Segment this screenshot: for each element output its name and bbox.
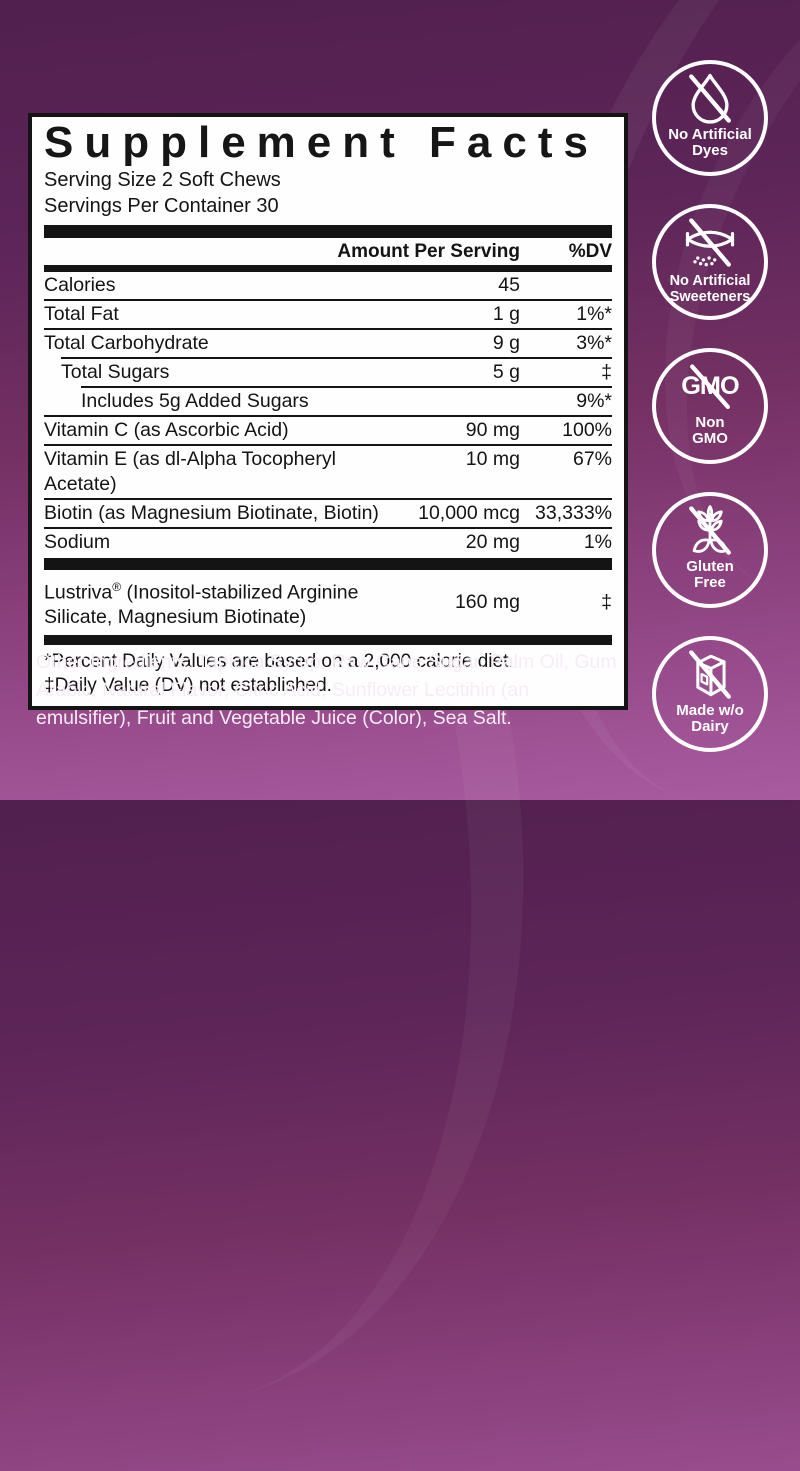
- table-row: Sodium 20 mg 1%: [44, 527, 612, 556]
- nutrient-name: Lustriva® (Inositol-stabilized Arginine …: [44, 580, 359, 628]
- nutrient-dv: ‡: [601, 361, 612, 383]
- gmo-crossed-icon: GMO: [681, 364, 740, 410]
- nutrient-dv: 67%: [572, 448, 612, 470]
- divider-bar: [44, 634, 612, 645]
- divider-bar: [44, 225, 612, 238]
- table-row: Total Carbohydrate 9 g 3%*: [44, 328, 612, 357]
- servings-per-container: Servings Per Container 30: [44, 195, 279, 217]
- nutrient-amount: 10,000 mcg: [418, 502, 520, 524]
- table-row: Vitamin C (as Ascorbic Acid) 90 mg 100%: [44, 415, 612, 444]
- nutrient-name: Total Sugars: [61, 361, 170, 383]
- other-ingredients: Other Ingredients: Tapioca Syrup, Raw Ca…: [36, 651, 617, 729]
- nutrient-dv: 33,333%: [535, 502, 612, 524]
- panel-title: Supplement Facts: [44, 118, 599, 167]
- badge-label: Gluten Free: [686, 558, 734, 591]
- nutrient-amount: 45: [498, 274, 520, 296]
- sweetener-crossed-icon: [685, 218, 735, 267]
- table-header: Amount Per Serving %DV: [44, 238, 612, 265]
- table-row-lustriva: Lustriva® (Inositol-stabilized Arginine …: [44, 570, 612, 633]
- supplement-facts-panel: Supplement Facts Serving Size 2 Soft Che…: [28, 113, 628, 710]
- nutrient-dv: ‡: [601, 590, 612, 613]
- badge-label: Made w/o Dairy: [676, 702, 744, 735]
- nutrient-amount: 10 mg: [465, 448, 520, 470]
- table-row: Calories 45: [44, 272, 612, 299]
- nutrient-amount: 90 mg: [465, 419, 520, 441]
- nutrient-name: Includes 5g Added Sugars: [81, 390, 309, 412]
- badge-non-gmo: GMO Non GMO: [652, 348, 768, 464]
- badge-no-artificial-sweeteners: No Artificial Sweeteners: [652, 204, 768, 320]
- nutrient-amount: 1 g: [492, 303, 520, 325]
- wheat-crossed-icon: [689, 505, 731, 555]
- nutrient-name: Biotin (as Magnesium Biotinate, Biotin): [44, 502, 379, 524]
- nutrient-dv: 9%*: [576, 390, 612, 412]
- table-row: Vitamin E (as dl-Alpha Tocopheryl Acetat…: [44, 444, 612, 498]
- table-row: Total Sugars 5 g ‡: [61, 357, 612, 386]
- nutrient-dv: 100%: [562, 419, 612, 441]
- badge-no-artificial-dyes: No Artificial Dyes: [652, 60, 768, 176]
- nutrient-dv: 1%*: [576, 303, 612, 325]
- footnote-daily-values: *Percent Daily Values are based on a 2,0…: [44, 650, 514, 672]
- nutrient-name: Vitamin C (as Ascorbic Acid): [44, 419, 289, 441]
- table-row: Total Fat 1 g 1%*: [44, 299, 612, 328]
- footnote-dv-not-established: ‡Daily Value (DV) not established.: [44, 674, 332, 696]
- divider-bar: [44, 265, 612, 272]
- nutrient-name: Calories: [44, 274, 116, 296]
- nutrient-amount: 20 mg: [465, 531, 520, 553]
- nutrient-dv: 3%*: [576, 332, 612, 354]
- badge-made-without-dairy: Made w/o Dairy: [652, 636, 768, 752]
- divider-bar: [44, 558, 612, 570]
- table-row: Biotin (as Magnesium Biotinate, Biotin) …: [44, 498, 612, 527]
- nutrient-amount: 160 mg: [454, 590, 520, 613]
- badge-label: Non GMO: [692, 414, 728, 447]
- nutrient-name: Total Fat: [44, 303, 119, 325]
- nutrient-amount: 9 g: [492, 332, 520, 354]
- nutrient-name: Vitamin E (as dl-Alpha Tocopheryl Acetat…: [44, 448, 336, 495]
- registered-trademark: ®: [112, 580, 122, 594]
- nutrient-name: Sodium: [44, 531, 111, 553]
- header-amount-per-serving: Amount Per Serving: [337, 241, 520, 262]
- badge-gluten-free: Gluten Free: [652, 492, 768, 608]
- table-row: Includes 5g Added Sugars 9%*: [81, 386, 612, 415]
- badge-label: No Artificial Dyes: [668, 126, 752, 159]
- nutrient-dv: 1%: [583, 531, 612, 553]
- nutrient-name: Total Carbohydrate: [44, 332, 209, 354]
- milk-carton-crossed-icon: [689, 650, 731, 699]
- badge-column: No Artificial Dyes No Artificial Sweeten…: [652, 60, 768, 752]
- nutrient-amount: 5 g: [492, 361, 520, 383]
- header-dv: %DV: [568, 241, 612, 262]
- droplet-crossed-icon: [689, 73, 731, 124]
- serving-size: Serving Size 2 Soft Chews: [44, 169, 281, 191]
- badge-label: No Artificial Sweeteners: [669, 273, 751, 305]
